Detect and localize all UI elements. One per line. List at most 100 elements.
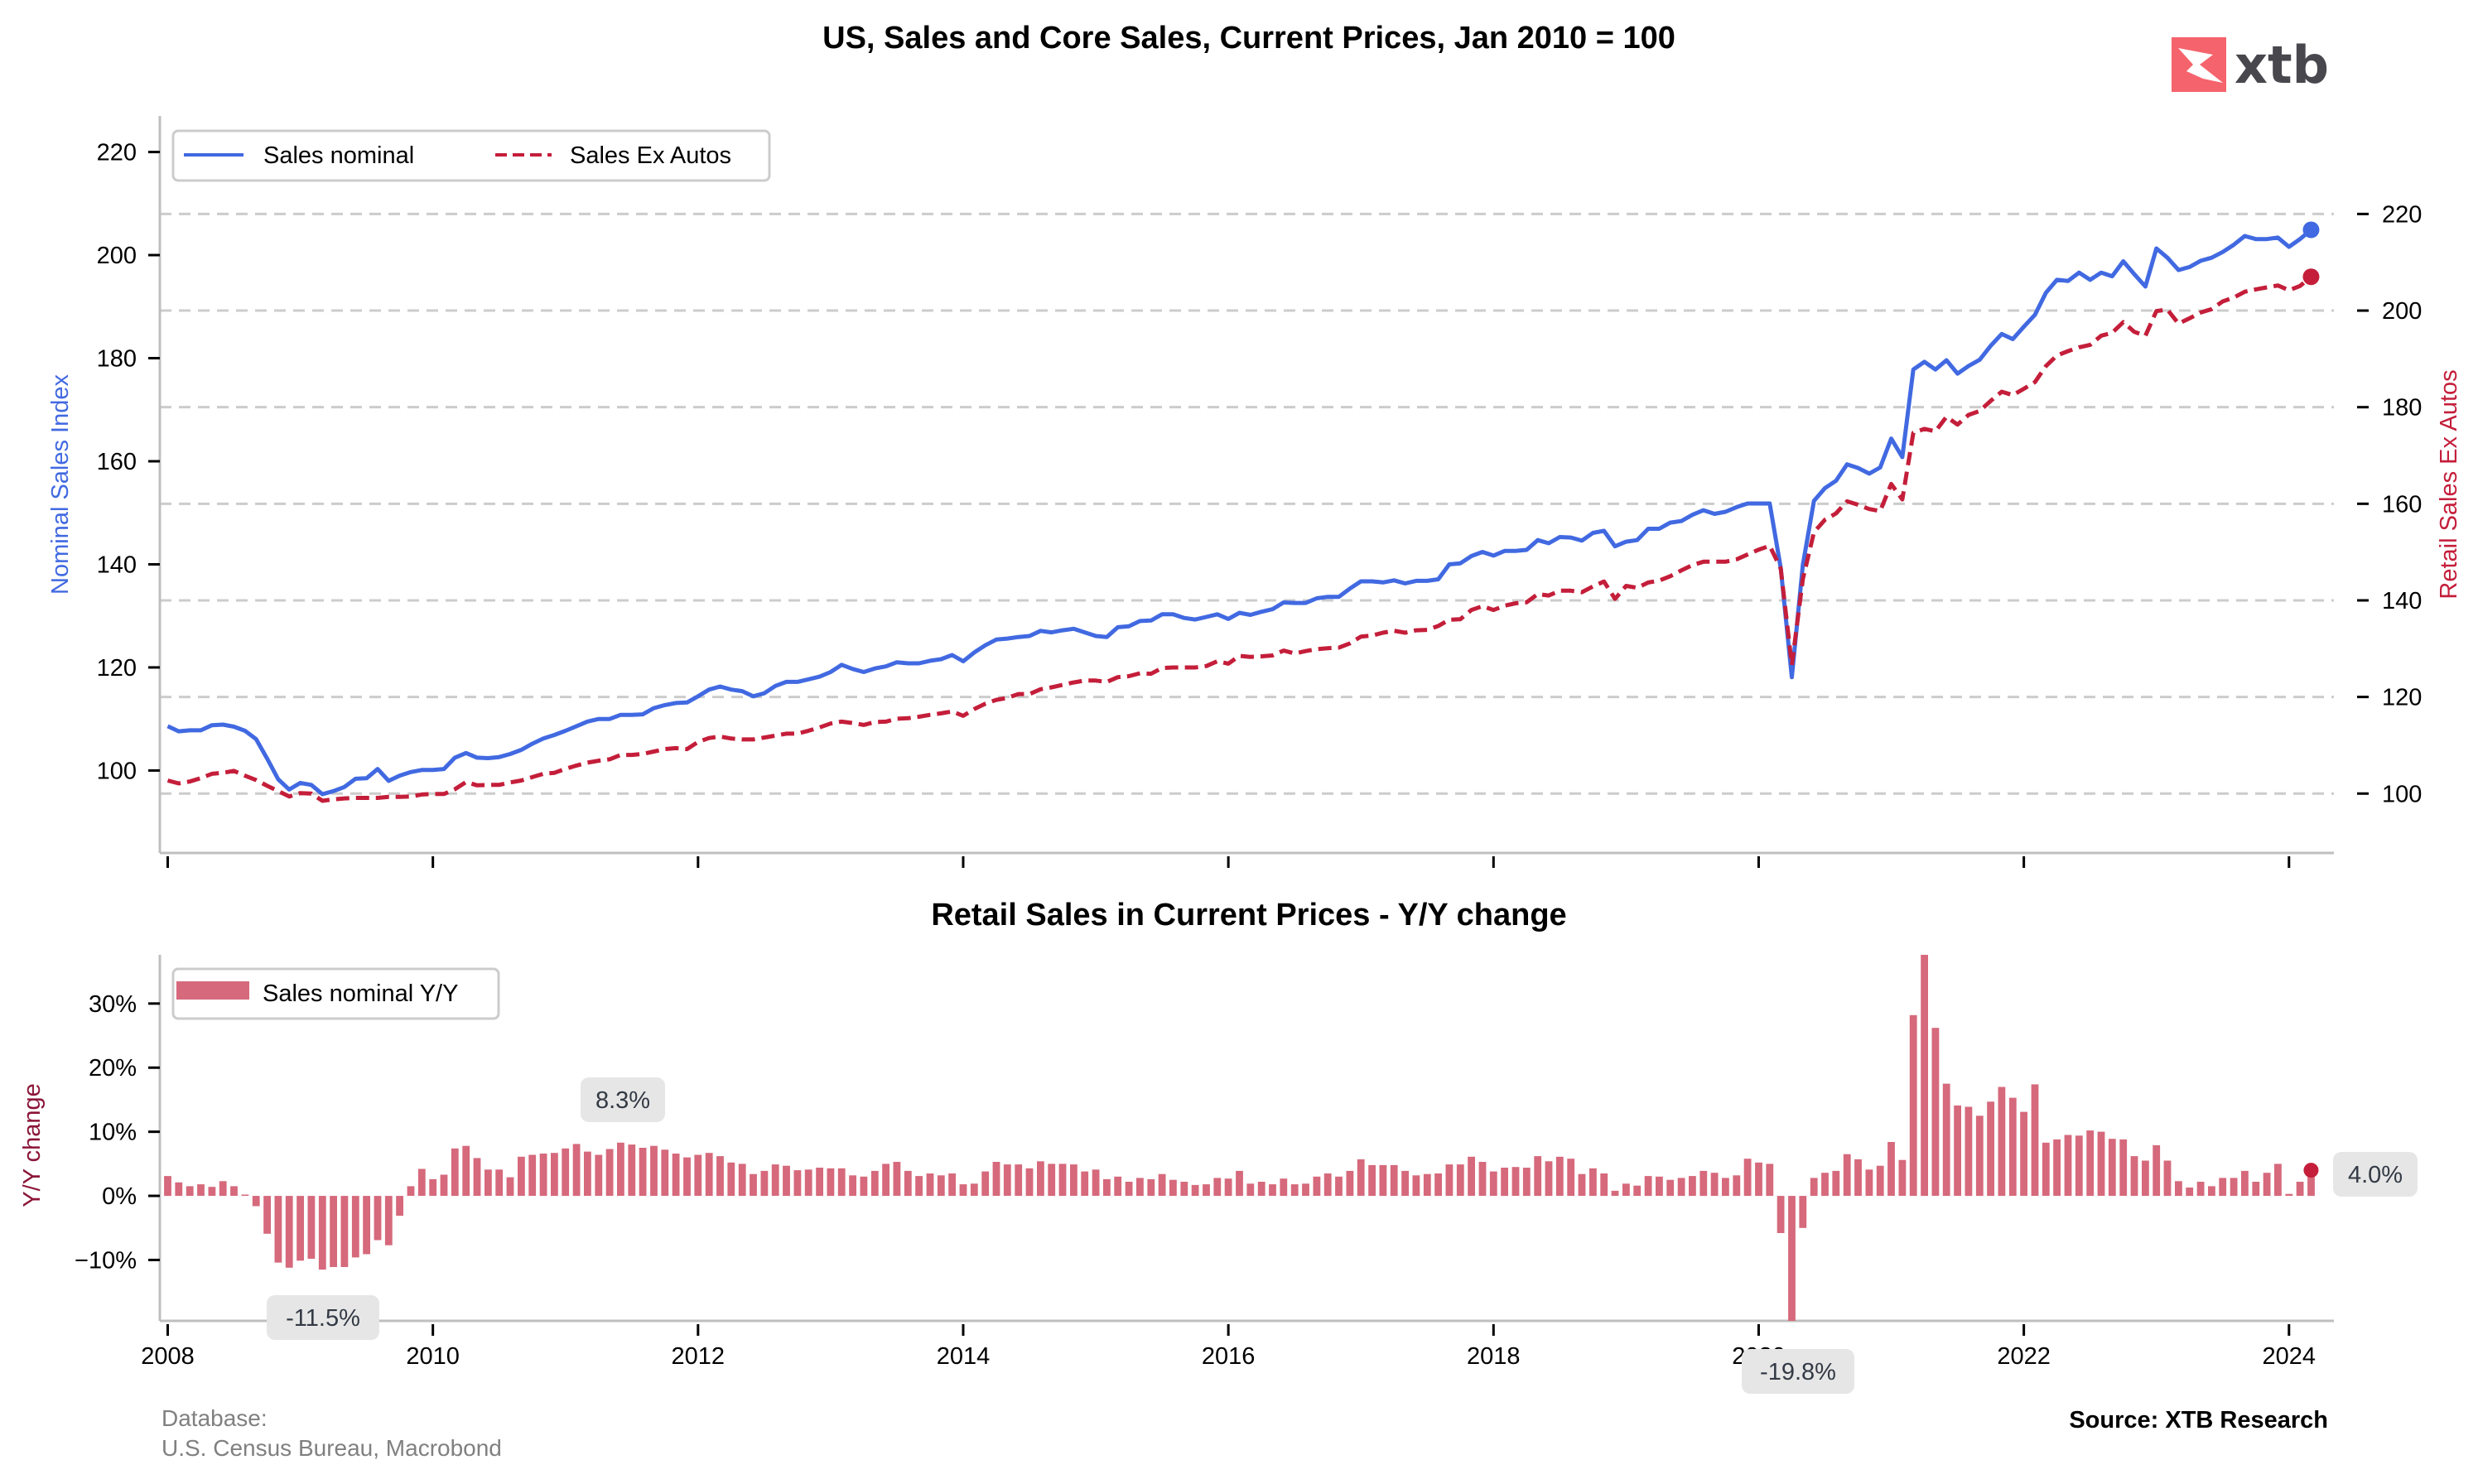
last-bar-point — [2303, 1163, 2319, 1178]
bar — [462, 1145, 470, 1197]
bar — [2252, 1182, 2260, 1196]
bar — [318, 1196, 326, 1270]
left-tick-label: 140 — [97, 552, 137, 578]
right-tick-label: 160 — [2382, 491, 2422, 518]
bar — [1876, 1165, 1884, 1197]
bar — [2119, 1139, 2128, 1196]
bar — [1213, 1178, 1222, 1197]
bar — [1677, 1178, 1685, 1197]
bar — [1335, 1176, 1343, 1196]
bar — [1401, 1170, 1409, 1197]
bar — [1114, 1176, 1122, 1196]
bottom-y-axis-label: Y/Y change — [19, 1083, 46, 1207]
bar — [2008, 1097, 2017, 1196]
bar — [793, 1170, 802, 1197]
bar — [1644, 1176, 1652, 1197]
bar — [1501, 1168, 1508, 1197]
bar — [617, 1142, 624, 1196]
bar — [384, 1196, 393, 1246]
bar — [1478, 1162, 1487, 1196]
bar — [1998, 1086, 2006, 1197]
right-tick-label: 120 — [2382, 685, 2422, 711]
top-grid — [160, 212, 2334, 795]
bar — [1975, 1115, 1984, 1197]
bar — [1257, 1182, 1266, 1196]
last-point-nominal — [2302, 221, 2320, 238]
bar — [595, 1154, 603, 1196]
bar — [1722, 1178, 1729, 1197]
bar — [1865, 1169, 1873, 1196]
bar — [1015, 1164, 1023, 1196]
bar — [639, 1148, 647, 1197]
x-tick-label: 2008 — [141, 1343, 195, 1370]
bar — [584, 1151, 591, 1196]
bar — [451, 1148, 459, 1197]
bar — [1346, 1170, 1354, 1197]
bar — [274, 1196, 282, 1263]
bar — [1158, 1173, 1166, 1196]
bar — [1666, 1179, 1675, 1197]
bar — [893, 1162, 901, 1196]
right-axis-label: Retail Sales Ex Autos — [2436, 369, 2462, 599]
bar — [1070, 1164, 1077, 1196]
bar — [1445, 1164, 1454, 1196]
bar — [551, 1153, 558, 1197]
bar — [1733, 1175, 1741, 1197]
bar — [241, 1194, 249, 1196]
bar — [1468, 1156, 1475, 1196]
bar — [2285, 1193, 2293, 1196]
series-line-sales-nominal — [166, 228, 2313, 797]
bottom-y-tick-label: 30% — [89, 991, 137, 1018]
bar — [1622, 1183, 1630, 1196]
logo-text: xtb — [2235, 35, 2329, 95]
bar — [208, 1187, 216, 1196]
top-legend: Sales nominal Sales Ex Autos — [171, 129, 771, 182]
bar — [407, 1186, 415, 1196]
bar — [2186, 1188, 2194, 1197]
bar — [197, 1184, 205, 1196]
bar — [330, 1196, 337, 1267]
x-tick-label: 2016 — [1202, 1343, 1256, 1370]
bar — [1423, 1173, 1431, 1196]
bar — [1656, 1176, 1663, 1196]
left-tick-label: 100 — [97, 758, 137, 784]
bar — [1898, 1159, 1907, 1196]
left-tick-label: 220 — [97, 140, 137, 166]
bar — [716, 1156, 724, 1197]
left-axis-label: Nominal Sales Index — [47, 374, 74, 595]
x-tick-label: 2012 — [672, 1343, 726, 1370]
bar — [2108, 1139, 2116, 1197]
bar — [1589, 1168, 1597, 1197]
bar — [1743, 1159, 1752, 1197]
bar — [1147, 1178, 1155, 1196]
bar — [628, 1144, 636, 1196]
bottom-y-tick-label: −10% — [75, 1247, 137, 1274]
bar — [1280, 1178, 1288, 1197]
bar — [605, 1149, 614, 1196]
top-lines — [166, 221, 2320, 803]
bar — [804, 1169, 812, 1196]
bar — [562, 1148, 570, 1197]
database-label: Database: — [162, 1405, 268, 1431]
x-tick-label: 2018 — [1467, 1343, 1521, 1370]
bar — [417, 1168, 426, 1196]
legend-label-nominal: Sales nominal — [263, 142, 414, 169]
logo-x-glyph-icon — [2178, 48, 2223, 83]
bar — [738, 1164, 746, 1197]
bar — [1699, 1170, 1708, 1197]
bar — [1545, 1161, 1553, 1197]
bar — [396, 1196, 403, 1217]
bar — [1987, 1101, 1994, 1197]
bar — [473, 1158, 481, 1197]
bar — [307, 1196, 316, 1259]
bar — [827, 1168, 835, 1197]
bar — [783, 1165, 790, 1197]
x-tick-label: 2022 — [1997, 1343, 2051, 1370]
bar — [2274, 1164, 2282, 1197]
bar — [1103, 1178, 1111, 1196]
bar — [1511, 1167, 1520, 1196]
bar — [518, 1156, 525, 1196]
bar — [1788, 1196, 1796, 1321]
source-label: Source: XTB Research — [2069, 1407, 2328, 1433]
bar — [970, 1183, 978, 1196]
